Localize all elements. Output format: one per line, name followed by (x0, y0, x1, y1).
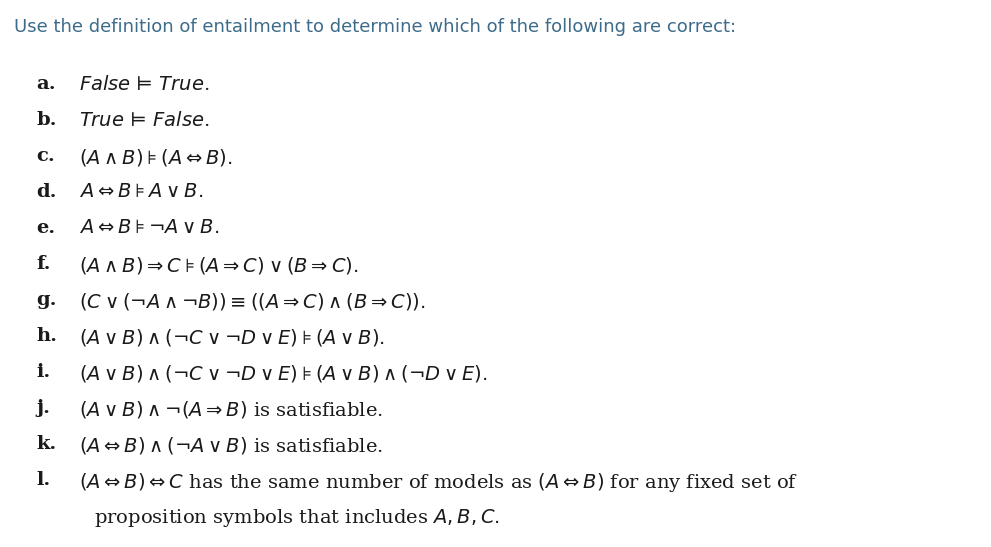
Text: $(C \vee (\neg A \wedge \neg B)) \equiv ((A \Rightarrow C) \wedge (B \Rightarrow: $(C \vee (\neg A \wedge \neg B)) \equiv … (79, 291, 426, 312)
Text: $A \Leftrightarrow B \models A \vee B.$: $A \Leftrightarrow B \models A \vee B.$ (79, 183, 203, 201)
Text: e.: e. (37, 219, 55, 237)
Text: c.: c. (37, 147, 55, 165)
Text: $(A \vee B) \wedge (\neg C \vee \neg D \vee E) \models (A \vee B) \wedge (\neg D: $(A \vee B) \wedge (\neg C \vee \neg D \… (79, 363, 488, 384)
Text: $(A \wedge B) \Rightarrow C \models (A \Rightarrow C) \vee (B \Rightarrow C).$: $(A \wedge B) \Rightarrow C \models (A \… (79, 255, 359, 276)
Text: $(A \Leftrightarrow B) \Leftrightarrow C$ has the same number of models as $(A \: $(A \Leftrightarrow B) \Leftrightarrow C… (79, 471, 799, 494)
Text: j.: j. (37, 399, 51, 417)
Text: h.: h. (37, 327, 57, 345)
Text: d.: d. (37, 183, 57, 201)
Text: g.: g. (37, 291, 57, 309)
Text: $\mathit{False}$ ⊨ $\mathit{True}$.: $\mathit{False}$ ⊨ $\mathit{True}$. (79, 75, 210, 94)
Text: f.: f. (37, 255, 52, 273)
Text: i.: i. (37, 363, 51, 381)
Text: b.: b. (37, 111, 57, 129)
Text: a.: a. (37, 75, 56, 93)
Text: $(A \vee B) \wedge \neg(A \Rightarrow B)$ is satisfiable.: $(A \vee B) \wedge \neg(A \Rightarrow B)… (79, 399, 384, 420)
Text: $(A \wedge B) \models (A \Leftrightarrow B).$: $(A \wedge B) \models (A \Leftrightarrow… (79, 147, 233, 168)
Text: l.: l. (37, 471, 51, 489)
Text: $A \Leftrightarrow B \models \neg A \vee B.$: $A \Leftrightarrow B \models \neg A \vee… (79, 219, 220, 237)
Text: $(A \Leftrightarrow B) \wedge (\neg A \vee B)$ is satisfiable.: $(A \Leftrightarrow B) \wedge (\neg A \v… (79, 435, 384, 456)
Text: $\mathit{True}$ ⊨ $\mathit{False}$.: $\mathit{True}$ ⊨ $\mathit{False}$. (79, 111, 210, 130)
Text: $(A \vee B) \wedge (\neg C \vee \neg D \vee E) \models (A \vee B).$: $(A \vee B) \wedge (\neg C \vee \neg D \… (79, 327, 385, 348)
Text: k.: k. (37, 435, 56, 453)
Text: proposition symbols that includes $A, B, C.$: proposition symbols that includes $A, B,… (94, 507, 500, 529)
Text: Use the definition of entailment to determine which of the following are correct: Use the definition of entailment to dete… (14, 18, 736, 36)
